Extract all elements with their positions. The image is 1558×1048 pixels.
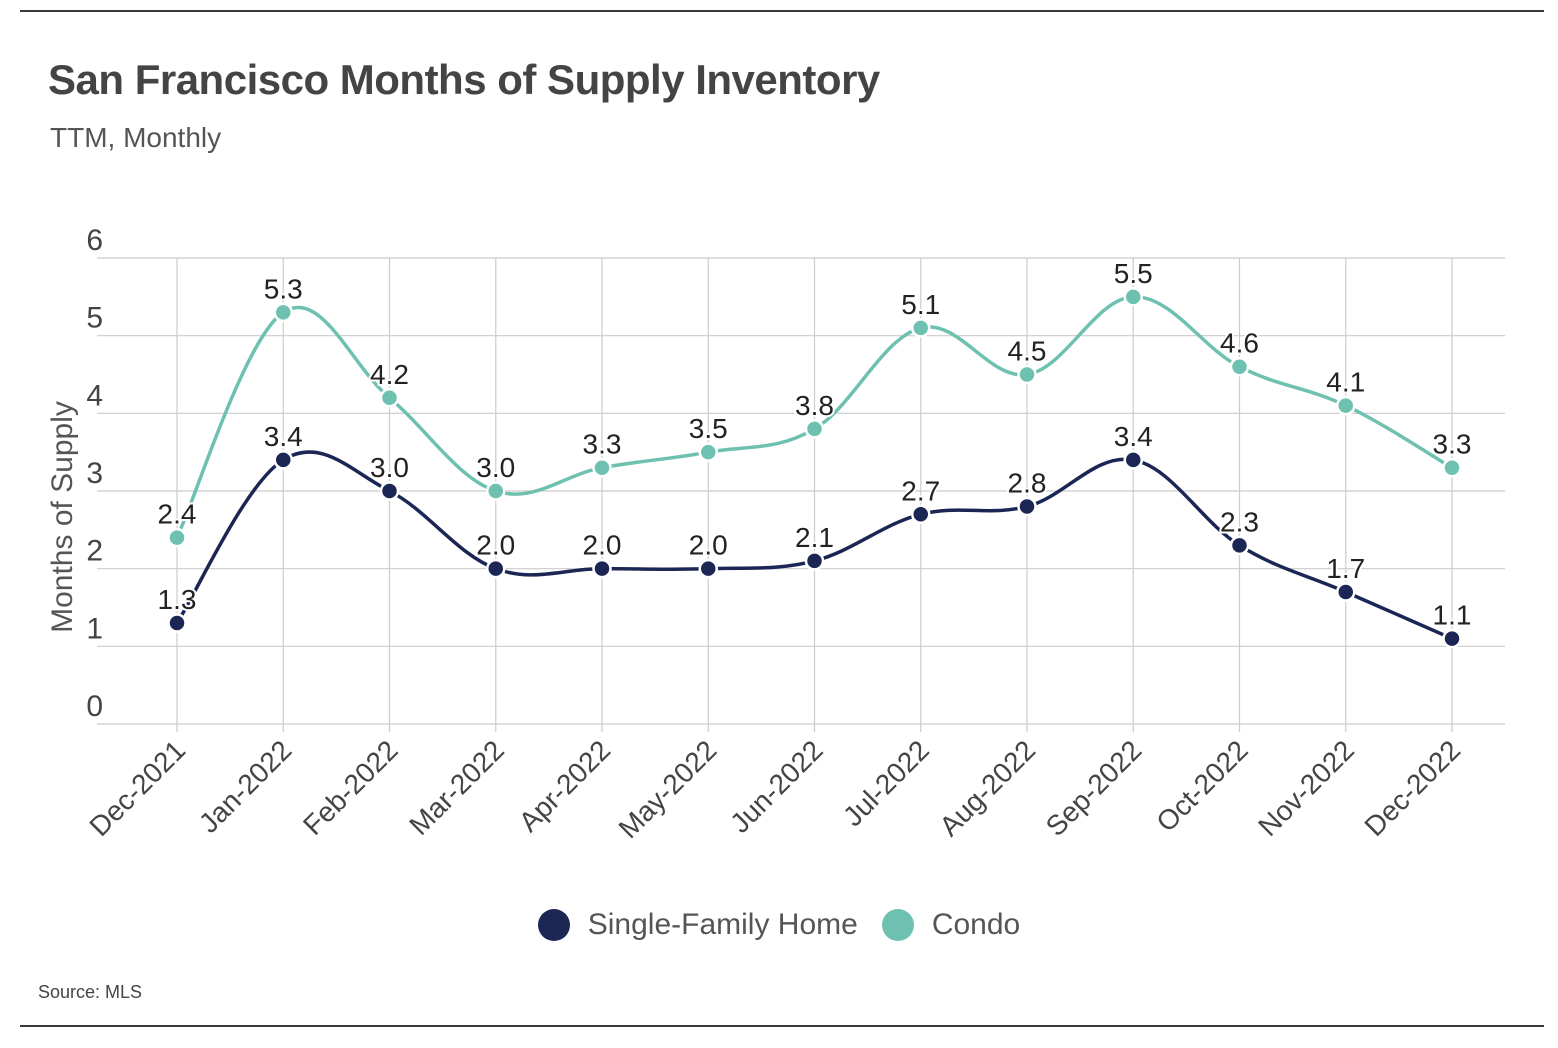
data-label-condo: 3.0 <box>476 452 515 483</box>
data-point-condo <box>592 457 612 478</box>
data-label-condo: 4.1 <box>1326 367 1365 398</box>
data-label-single-family-home: 3.0 <box>370 452 409 483</box>
data-labels: 1.3 3.4 3.0 2.0 2.0 2.0 2.1 2.7 2.8 3.4 2.3 1.7 1.1 2… <box>156 256 1474 633</box>
data-point-single-family-home <box>273 450 293 470</box>
data-label-single-family-home: 2.3 <box>1220 506 1259 537</box>
x-tick-label: Mar-2022 <box>403 734 510 841</box>
legend: Single-Family Home Condo <box>0 908 1558 942</box>
x-tick-label: Jul-2022 <box>837 734 935 832</box>
x-tick-label: Dec-2022 <box>1358 734 1466 842</box>
x-tick-label: Dec-2021 <box>83 734 191 842</box>
data-label-single-family-home: 2.0 <box>689 530 728 561</box>
series-points <box>167 287 1462 649</box>
data-point-condo <box>1442 457 1462 478</box>
data-label-single-family-home: 3.4 <box>264 421 303 452</box>
data-label-condo: 5.1 <box>901 289 940 320</box>
x-tick-label: Aug-2022 <box>933 734 1041 842</box>
data-point-condo <box>804 419 825 439</box>
x-tick-label: Apr-2022 <box>513 734 616 837</box>
data-point-condo <box>167 527 187 548</box>
data-label-condo: 3.8 <box>795 390 834 421</box>
x-tick-label: Jan-2022 <box>193 734 297 838</box>
data-point-condo <box>1336 395 1356 416</box>
data-label-condo: 5.3 <box>264 273 303 304</box>
data-label-single-family-home: 2.0 <box>476 530 515 561</box>
y-tick-label: 2 <box>86 535 103 568</box>
data-point-single-family-home <box>1229 535 1250 556</box>
data-label-single-family-home: 2.7 <box>901 475 940 506</box>
data-point-condo <box>911 318 931 338</box>
data-label-condo: 4.5 <box>1008 336 1047 367</box>
x-tick-label: Sep-2022 <box>1040 734 1148 842</box>
grid <box>97 257 1505 732</box>
data-label-condo: 2.4 <box>158 499 197 530</box>
legend-label-single-family-home: Single-Family Home <box>587 908 858 941</box>
data-point-single-family-home <box>167 613 187 633</box>
bottom-rule <box>20 1025 1544 1027</box>
data-point-condo <box>486 481 506 501</box>
data-point-single-family-home <box>379 481 400 501</box>
data-point-single-family-home <box>486 558 506 579</box>
x-tick-label: Feb-2022 <box>297 734 404 841</box>
data-label-condo: 3.5 <box>689 413 728 444</box>
legend-item-condo: Condo <box>881 908 1021 942</box>
data-point-single-family-home <box>1123 450 1143 470</box>
y-tick-label: 6 <box>86 224 103 257</box>
data-label-single-family-home: 1.1 <box>1433 600 1472 631</box>
x-tick-label: May-2022 <box>613 734 723 844</box>
data-point-single-family-home <box>1442 628 1462 649</box>
data-label-single-family-home: 2.8 <box>1008 468 1047 499</box>
data-label-condo: 3.3 <box>583 429 622 460</box>
x-tick-label: Oct-2022 <box>1150 734 1253 837</box>
x-tick-label: Nov-2022 <box>1252 734 1360 842</box>
data-point-condo <box>379 388 400 408</box>
legend-item-single-family-home: Single-Family Home <box>537 908 858 942</box>
data-label-condo: 4.6 <box>1220 328 1259 359</box>
y-tick-label: 4 <box>86 379 103 412</box>
data-point-condo <box>1123 287 1143 307</box>
data-label-single-family-home: 2.1 <box>795 522 834 553</box>
data-point-single-family-home <box>911 504 931 525</box>
y-axis-title: Months of Supply <box>46 401 79 633</box>
data-label-single-family-home: 2.0 <box>583 530 622 561</box>
data-point-single-family-home <box>1017 496 1037 517</box>
data-label-condo: 5.5 <box>1114 258 1153 289</box>
legend-swatch-single-family-home <box>537 909 570 941</box>
y-tick-label: 5 <box>86 302 103 335</box>
legend-swatch-condo <box>881 909 914 941</box>
data-label-single-family-home: 3.4 <box>1114 421 1153 452</box>
chart-title: San Francisco Months of Supply Inventory <box>48 56 880 103</box>
data-point-single-family-home <box>592 558 612 579</box>
data-label-single-family-home: 1.7 <box>1326 553 1365 584</box>
source-note: Source: MLS <box>38 982 143 1002</box>
x-tick-label: Jun-2022 <box>724 734 828 838</box>
data-label-condo: 3.3 <box>1433 429 1472 460</box>
data-point-single-family-home <box>698 558 718 579</box>
data-point-condo <box>1017 364 1037 385</box>
data-label-single-family-home: 1.3 <box>158 584 197 615</box>
y-tick-label: 1 <box>86 612 103 645</box>
data-point-single-family-home <box>804 551 825 571</box>
data-point-condo <box>273 302 293 323</box>
data-point-single-family-home <box>1336 582 1356 602</box>
y-tick-label: 3 <box>86 457 103 490</box>
data-point-condo <box>698 442 718 462</box>
data-point-condo <box>1229 356 1250 377</box>
data-label-condo: 4.2 <box>370 359 409 390</box>
legend-label-condo: Condo <box>931 908 1021 941</box>
y-tick-label: 0 <box>86 690 103 723</box>
top-rule <box>20 10 1544 12</box>
chart-subtitle: TTM, Monthly <box>50 122 222 153</box>
